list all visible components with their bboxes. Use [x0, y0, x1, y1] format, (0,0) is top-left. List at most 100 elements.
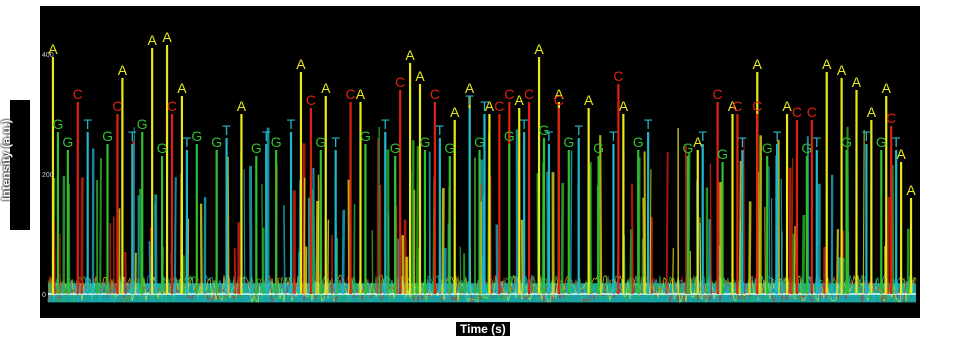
filler-spike — [791, 158, 794, 295]
y-tick-label-0: 400 — [42, 52, 54, 59]
peak-label-A-5: A — [237, 98, 247, 114]
peak-label-C-15: C — [792, 104, 802, 120]
y-axis-label: Intensity (a.u.) — [0, 119, 13, 201]
filler-spike — [315, 200, 320, 295]
filler-spike — [764, 206, 767, 295]
peak-label-G-11: G — [390, 140, 401, 156]
peak-label-A-8: A — [356, 86, 366, 102]
y-tick-label-2: 0 — [42, 292, 46, 299]
y-axis-label-box — [10, 100, 30, 230]
filler-spike — [481, 256, 485, 295]
peak-label-C-9: C — [524, 86, 534, 102]
filler-spike — [887, 196, 891, 295]
filler-spike — [199, 203, 203, 295]
filler-spike — [649, 169, 652, 295]
peak-label-G-4: G — [157, 140, 168, 156]
peak-label-C-13: C — [732, 98, 742, 114]
filler-spike — [836, 229, 839, 295]
peak-label-G-5: G — [191, 128, 202, 144]
peak-label-C-6: C — [430, 86, 440, 102]
peak-label-C-17: C — [886, 110, 896, 126]
filler-spike — [748, 201, 752, 295]
peak-label-G-20: G — [682, 140, 693, 156]
filler-spike — [520, 219, 525, 295]
peak-label-A-7: A — [321, 80, 331, 96]
peak-label-T-9: T — [465, 92, 474, 108]
peak-label-C-8: C — [504, 86, 514, 102]
peak-label-T-2: T — [183, 134, 192, 150]
filler-spike — [139, 188, 143, 295]
peak-label-A-27: A — [882, 80, 892, 96]
peak-label-C-3: C — [306, 92, 316, 108]
peak-label-G-13: G — [444, 140, 455, 156]
peak-label-T-20: T — [862, 128, 871, 144]
peak-label-A-13: A — [485, 98, 495, 114]
peak-label-T-14: T — [609, 128, 618, 144]
peak-label-A-24: A — [837, 62, 847, 78]
peak-label-A-0: A — [48, 41, 58, 57]
peak-label-G-2: G — [102, 128, 113, 144]
peak-label-A-16: A — [554, 86, 564, 102]
peak-label-G-9: G — [315, 134, 326, 150]
peak-label-C-16: C — [807, 104, 817, 120]
peak-label-C-5: C — [395, 74, 405, 90]
filler-spike — [699, 217, 702, 295]
filler-spike — [743, 138, 746, 295]
filler-spike — [643, 151, 647, 295]
peak-label-A-6: A — [296, 56, 306, 72]
peak-label-T-3: T — [222, 122, 231, 138]
filler-spike — [599, 135, 603, 295]
peak-label-G-3: G — [137, 116, 148, 132]
peak-label-C-1: C — [112, 98, 122, 114]
peak-label-T-8: T — [436, 122, 445, 138]
filler-spike — [841, 257, 845, 295]
filler-spike — [415, 146, 419, 295]
peak-label-A-3: A — [162, 29, 172, 45]
filler-spike — [671, 248, 675, 295]
peak-label-A-2: A — [147, 32, 157, 48]
filler-spike — [862, 130, 865, 295]
peak-label-T-5: T — [287, 116, 296, 132]
peak-label-A-14: A — [515, 92, 525, 108]
filler-spike — [709, 163, 712, 295]
peak-label-G-24: G — [841, 134, 852, 150]
peak-label-A-11: A — [450, 104, 460, 120]
peak-label-T-21: T — [892, 134, 901, 150]
filler-spike — [588, 165, 592, 295]
filler-spike — [642, 197, 646, 295]
filler-spike — [53, 219, 56, 295]
filler-spike — [569, 150, 573, 295]
filler-spike — [411, 140, 415, 295]
peak-label-G-15: G — [504, 128, 515, 144]
filler-spike — [890, 165, 895, 295]
filler-spike — [801, 214, 806, 295]
peak-label-T-18: T — [773, 128, 782, 144]
peak-label-T-10: T — [480, 98, 489, 114]
x-axis-label: Time (s) — [456, 322, 510, 336]
peak-label-T-1: T — [128, 128, 137, 144]
filler-spike — [793, 225, 796, 295]
peak-label-G-22: G — [762, 140, 773, 156]
peak-label-G-7: G — [251, 140, 262, 156]
peak-label-G-23: G — [801, 140, 812, 156]
peak-label-A-26: A — [867, 104, 877, 120]
filler-spike — [560, 182, 565, 295]
filler-spike — [327, 219, 330, 295]
peak-label-T-11: T — [520, 116, 529, 132]
filler-spike — [757, 171, 760, 295]
peak-label-C-10: C — [554, 92, 564, 108]
peak-label-T-16: T — [698, 128, 707, 144]
peak-label-T-17: T — [738, 134, 747, 150]
filler-spike — [738, 161, 742, 295]
peak-label-A-20: A — [728, 98, 738, 114]
peak-label-T-4: T — [262, 128, 271, 144]
peak-label-T-0: T — [83, 116, 92, 132]
peak-label-G-6: G — [211, 134, 222, 150]
peak-label-A-19: A — [693, 134, 703, 150]
peak-label-T-19: T — [813, 134, 822, 150]
filler-spike — [665, 151, 669, 295]
filler-spike — [303, 177, 306, 295]
peak-label-G-17: G — [563, 134, 574, 150]
peak-label-G-12: G — [420, 134, 431, 150]
